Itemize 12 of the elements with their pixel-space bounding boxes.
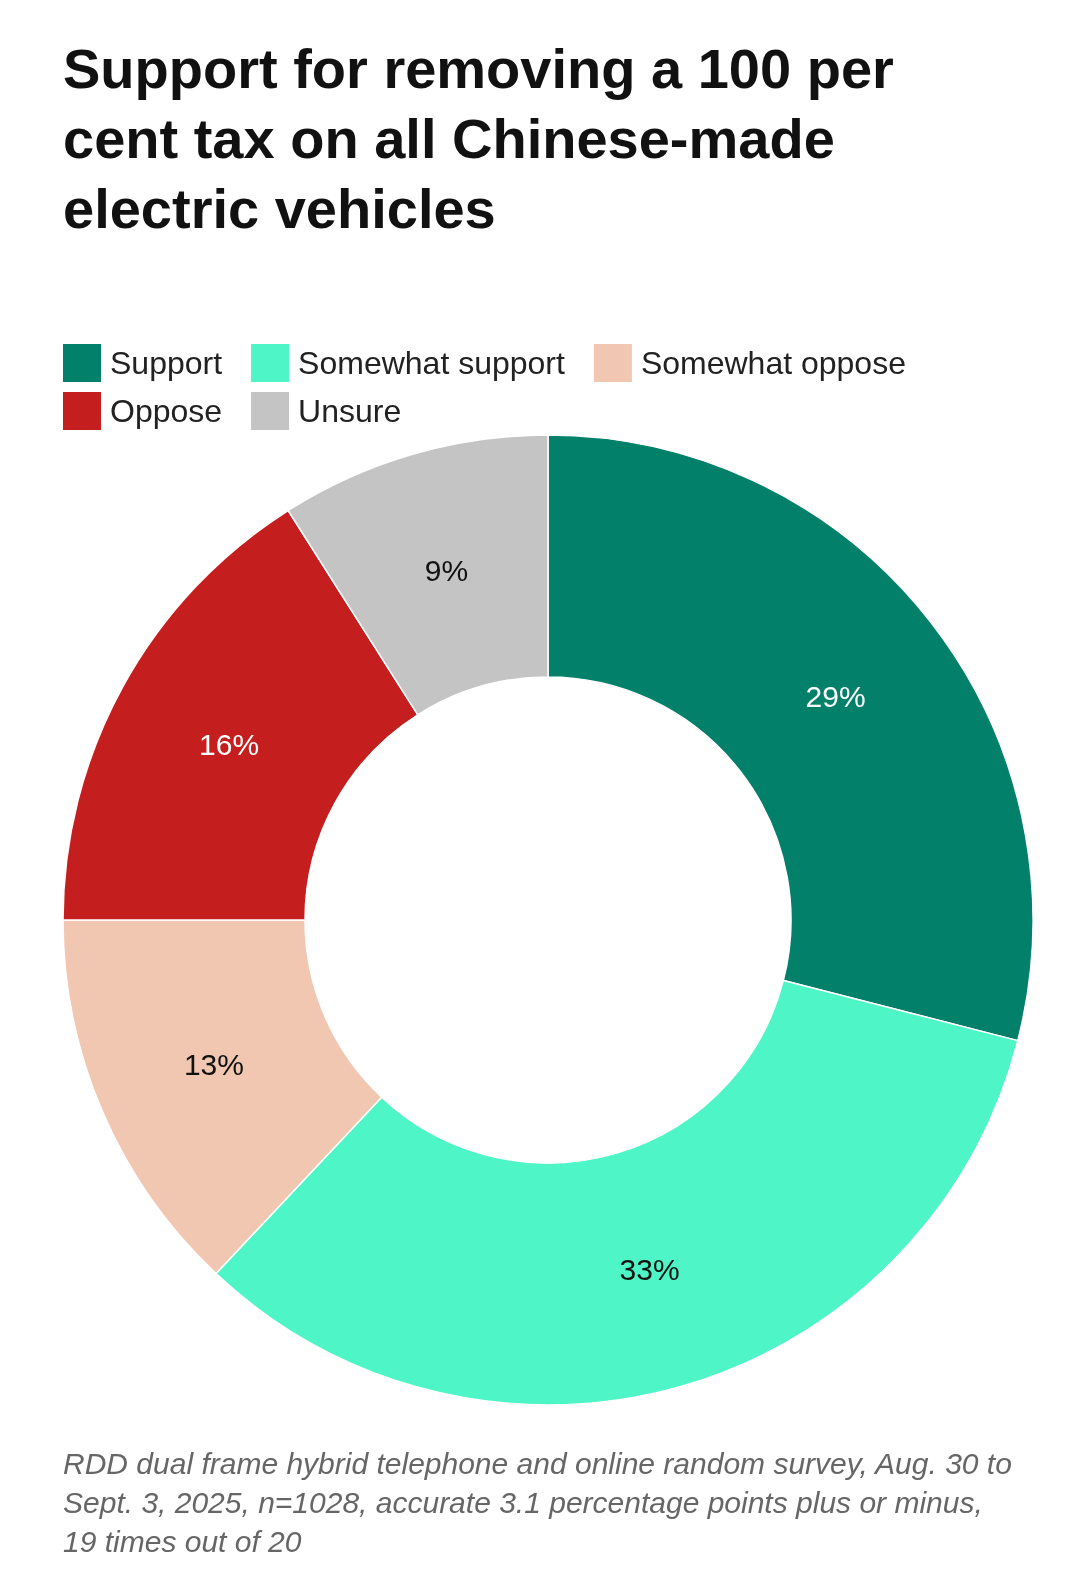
text: RDD dual frame hybrid telephone and online random survey, Aug. 30 to Sept. 3, 2025, n=1028, accurate 3.1 percentage points plus or minus, 19 times out of 20 [63, 1447, 1012, 1558]
data-label: 9% [424, 553, 469, 587]
legend-label: Oppose [110, 393, 223, 429]
data-label: 29% [805, 680, 866, 714]
legend-label: Somewhat support [298, 345, 565, 381]
legend-label: Somewhat oppose [640, 345, 906, 381]
data-label: 13% [183, 1048, 244, 1082]
legend-label: Support [110, 345, 223, 381]
chart-title: Support for removing a 100 per cent tax on all Chinese-made electric vehicles [63, 37, 894, 240]
data-label: 33% [619, 1253, 680, 1287]
legend-label: Unsure [298, 393, 402, 429]
data-label: 16% [199, 728, 260, 762]
